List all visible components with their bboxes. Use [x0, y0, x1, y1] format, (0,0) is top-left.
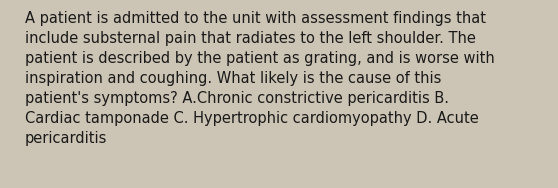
Text: A patient is admitted to the unit with assessment findings that
include substern: A patient is admitted to the unit with a…	[25, 11, 494, 146]
